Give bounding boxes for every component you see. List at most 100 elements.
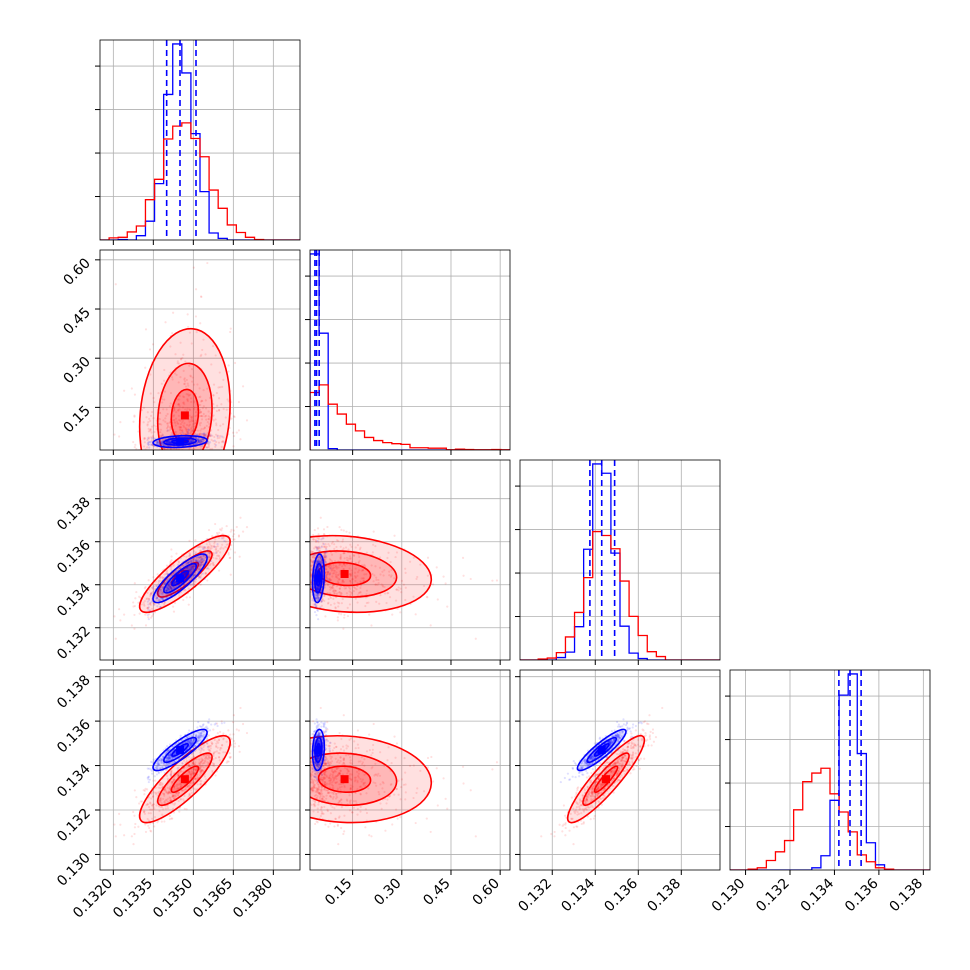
scatter-point	[381, 570, 384, 573]
scatter-point	[164, 595, 168, 599]
scatter-point	[187, 764, 190, 767]
scatter-point	[325, 554, 328, 557]
scatter-point	[151, 804, 154, 807]
scatter-point	[359, 586, 362, 590]
scatter-point	[318, 596, 321, 599]
scatter-point	[176, 360, 179, 363]
scatter-point	[148, 437, 151, 440]
scatter-point	[169, 585, 172, 588]
scatter-point	[163, 368, 166, 372]
scatter-point	[151, 817, 154, 820]
scatter-point	[160, 440, 163, 443]
scatter-point	[404, 567, 407, 570]
scatter-point	[318, 559, 321, 562]
scatter-point	[199, 561, 202, 564]
scatter-point	[187, 561, 191, 564]
scatter-point	[212, 439, 215, 443]
scatter-point	[227, 553, 230, 556]
scatter-point	[348, 579, 352, 583]
scatter-point	[323, 551, 327, 555]
scatter-point	[174, 417, 178, 420]
scatter-point	[229, 755, 232, 759]
scatter-point	[213, 435, 216, 439]
scatter-point	[327, 565, 330, 568]
scatter-point	[188, 568, 191, 571]
scatter-point	[154, 584, 158, 587]
scatter-point	[179, 357, 183, 360]
scatter-point	[346, 606, 349, 610]
scatter-point	[203, 426, 206, 430]
scatter-point	[385, 601, 388, 605]
scatter-point	[206, 761, 209, 764]
scatter-point	[172, 586, 176, 590]
scatter-point	[312, 554, 315, 557]
scatter-point	[113, 615, 116, 618]
scatter-point	[368, 613, 371, 616]
scatter-point	[319, 557, 322, 560]
scatter-point	[333, 543, 336, 546]
scatter-point	[199, 453, 201, 455]
scatter-point	[311, 555, 314, 559]
scatter-point	[191, 565, 194, 569]
scatter-point	[206, 421, 209, 424]
scatter-point	[218, 756, 221, 759]
scatter-point	[190, 560, 193, 563]
scatter-point	[354, 579, 357, 583]
scatter-point	[157, 805, 161, 808]
scatter-point	[194, 315, 198, 318]
scatter-point	[353, 586, 357, 590]
scatter-point	[146, 446, 149, 449]
scatter-point	[177, 791, 181, 795]
scatter-point	[206, 446, 209, 449]
scatter-point	[308, 546, 310, 548]
scatter-point	[190, 752, 193, 756]
scatter-point	[311, 533, 315, 537]
scatter-point	[186, 382, 189, 385]
scatter-point	[491, 579, 494, 582]
scatter-point	[183, 783, 186, 786]
scatter-point	[192, 772, 195, 775]
scatter-point	[170, 770, 173, 773]
scatter-point	[184, 573, 187, 576]
scatter-point	[442, 575, 445, 578]
scatter-point	[315, 561, 318, 565]
scatter-point	[188, 414, 191, 417]
scatter-point	[170, 817, 173, 820]
scatter-point	[218, 555, 221, 558]
scatter-point	[199, 545, 203, 549]
scatter-point	[193, 565, 196, 568]
scatter-point	[166, 587, 169, 590]
scatter-point	[217, 397, 221, 400]
scatter-point	[211, 761, 214, 765]
scatter-point	[153, 401, 156, 404]
scatter-point	[196, 438, 200, 441]
scatter-point	[191, 782, 194, 785]
scatter-point	[200, 759, 204, 763]
scatter-point	[167, 791, 170, 794]
scatter-point	[164, 589, 167, 592]
scatter-point	[192, 762, 195, 765]
scatter-point	[220, 451, 222, 453]
scatter-point	[189, 571, 193, 574]
scatter-point	[317, 558, 321, 561]
scatter-point	[218, 409, 221, 412]
scatter-point	[175, 787, 179, 790]
scatter-point	[202, 762, 205, 765]
scatter-point	[317, 541, 320, 544]
scatter-point	[220, 747, 223, 750]
scatter-point	[230, 528, 233, 531]
scatter-point	[170, 587, 173, 590]
scatter-point	[197, 438, 200, 442]
scatter-point	[200, 556, 203, 559]
scatter-point	[318, 564, 321, 567]
scatter-point	[190, 397, 193, 400]
scatter-point	[222, 407, 225, 411]
scatter-point	[372, 530, 375, 533]
scatter-point	[166, 578, 169, 581]
scatter-point	[197, 441, 200, 444]
y-tick-label: 0.45	[60, 305, 93, 338]
scatter-point	[331, 560, 334, 563]
scatter-point	[199, 765, 202, 769]
scatter-point	[352, 554, 355, 557]
scatter-point	[217, 428, 220, 432]
